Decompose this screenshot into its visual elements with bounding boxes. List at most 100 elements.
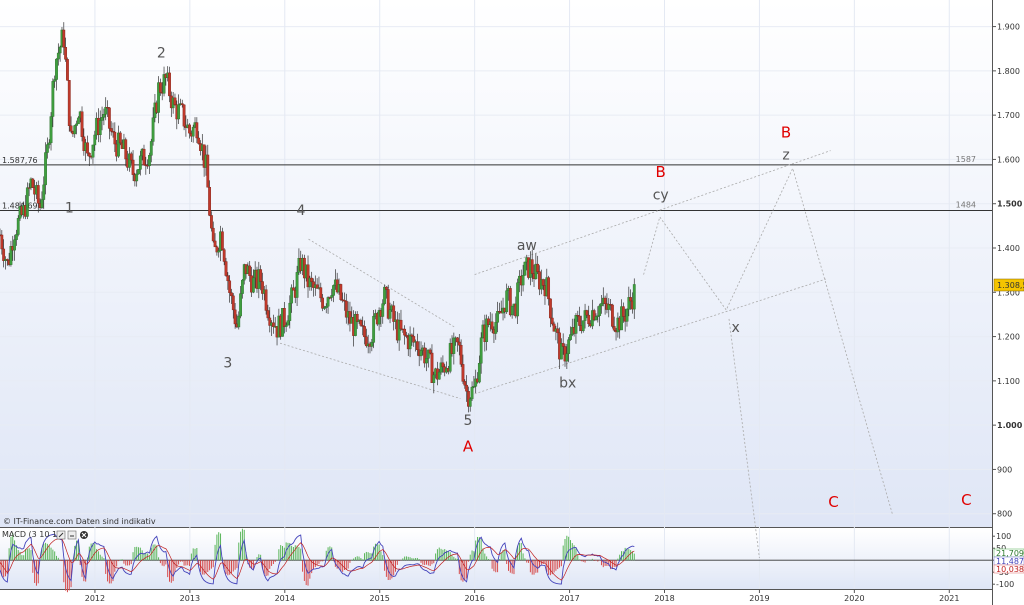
candle-body xyxy=(73,125,77,135)
macd-tick-label: 100 xyxy=(996,532,1011,541)
candle-body xyxy=(474,378,478,387)
candle-body xyxy=(384,286,388,290)
x-tick-label: 2019 xyxy=(749,594,769,603)
candle-body xyxy=(355,313,359,322)
level-right-label: 1484 xyxy=(956,200,976,209)
candle-body xyxy=(324,306,328,308)
candle-body xyxy=(284,324,288,327)
candle-body xyxy=(603,297,607,304)
grid xyxy=(0,0,992,589)
candle-body xyxy=(399,319,403,330)
candle-body xyxy=(559,343,563,360)
wave-label-x: x xyxy=(732,320,740,336)
candle-body xyxy=(208,187,212,216)
candle-body xyxy=(27,187,31,189)
candle-body xyxy=(612,326,616,331)
x-tick-label: 2013 xyxy=(180,594,200,603)
candle-body xyxy=(315,284,319,289)
candle-body xyxy=(567,339,571,354)
candle-body xyxy=(295,272,299,298)
candle-body xyxy=(210,215,213,229)
candle-body xyxy=(328,297,332,299)
candle-body xyxy=(463,381,467,386)
macd-settings-icon[interactable] xyxy=(56,530,66,540)
candle-body xyxy=(228,280,232,293)
candle-body xyxy=(31,178,35,188)
macd-minimize-icon[interactable] xyxy=(67,530,77,540)
candle-body xyxy=(457,341,461,346)
candle-body xyxy=(439,362,443,373)
candle-body xyxy=(465,384,468,392)
candle-body xyxy=(40,199,44,208)
candle-body xyxy=(425,358,428,364)
candle-body xyxy=(16,218,20,235)
candle-body xyxy=(490,321,494,330)
candle-body xyxy=(15,234,18,240)
y-tick-label: 1.700 xyxy=(997,111,1020,120)
y-axis: 1.900 1.800 1.700 1.600 1.500 1.400 1.300 1.200… xyxy=(992,23,1023,519)
candle-body xyxy=(271,322,275,327)
candle-body xyxy=(286,320,290,326)
y-tick-label: 1.600 xyxy=(997,155,1020,164)
candle-body xyxy=(448,343,452,372)
candle-body xyxy=(5,259,9,261)
candle-body xyxy=(592,310,596,321)
candle-body xyxy=(148,155,151,167)
candle-body xyxy=(386,289,390,319)
current-price-marker xyxy=(993,278,1024,292)
channel-triangle-lower xyxy=(279,342,461,399)
candle-body xyxy=(620,306,623,331)
candle-body xyxy=(149,141,153,156)
candle-body xyxy=(415,341,419,351)
candle-body xyxy=(576,315,580,317)
x-tick-label: 2012 xyxy=(85,594,105,603)
x-tick-label: 2017 xyxy=(559,594,579,603)
x-axis: 2012 2013 2014 2015 2016 2017 2018 2019 2020 2021 xyxy=(85,589,959,603)
candle-body xyxy=(578,315,581,326)
wave-label-2: 2 xyxy=(157,46,166,62)
candle-body xyxy=(410,334,414,337)
macd-close-icon[interactable] xyxy=(80,531,88,539)
y-tick-label: 1.400 xyxy=(997,244,1020,253)
x-tick-label: 2014 xyxy=(275,594,295,603)
wave-label-C: C xyxy=(961,491,971,509)
candle-body xyxy=(222,249,226,262)
candle-body xyxy=(359,319,363,326)
candle-body xyxy=(468,398,472,407)
y-tick-label: 1.800 xyxy=(997,67,1020,76)
candle-body xyxy=(211,227,215,242)
candle-body xyxy=(508,288,512,316)
candle-body xyxy=(168,72,171,97)
candle-body xyxy=(213,240,217,248)
candle-body xyxy=(231,295,235,311)
candle-body xyxy=(549,298,552,319)
channel-triangle-upper xyxy=(308,238,456,329)
candle-body xyxy=(158,82,162,93)
candle-body xyxy=(224,261,228,276)
wave-label-bx: bx xyxy=(559,376,576,392)
candle-body xyxy=(226,275,230,282)
candle-body xyxy=(496,311,499,323)
candle-body xyxy=(600,303,603,307)
candle-body xyxy=(627,297,631,310)
candle-body xyxy=(565,353,569,362)
candle-body xyxy=(596,315,600,317)
macd-tick-label: -100 xyxy=(996,580,1014,589)
candle-body xyxy=(323,307,326,309)
candle-body xyxy=(128,153,131,168)
candle-body xyxy=(36,185,40,204)
candle-body xyxy=(42,184,46,200)
candle-body xyxy=(56,52,60,60)
candle-body xyxy=(372,315,376,343)
candle-body xyxy=(343,300,346,302)
wave-label-cy: cy xyxy=(653,187,669,203)
candle-body xyxy=(344,300,348,318)
candle-body xyxy=(58,46,62,54)
candle-body xyxy=(594,316,598,321)
wave-label-A: A xyxy=(463,438,474,456)
candle-body xyxy=(261,281,264,294)
candle-body xyxy=(587,314,591,325)
macd-value-3: 10,038 xyxy=(996,565,1024,574)
candle-body xyxy=(310,277,314,282)
